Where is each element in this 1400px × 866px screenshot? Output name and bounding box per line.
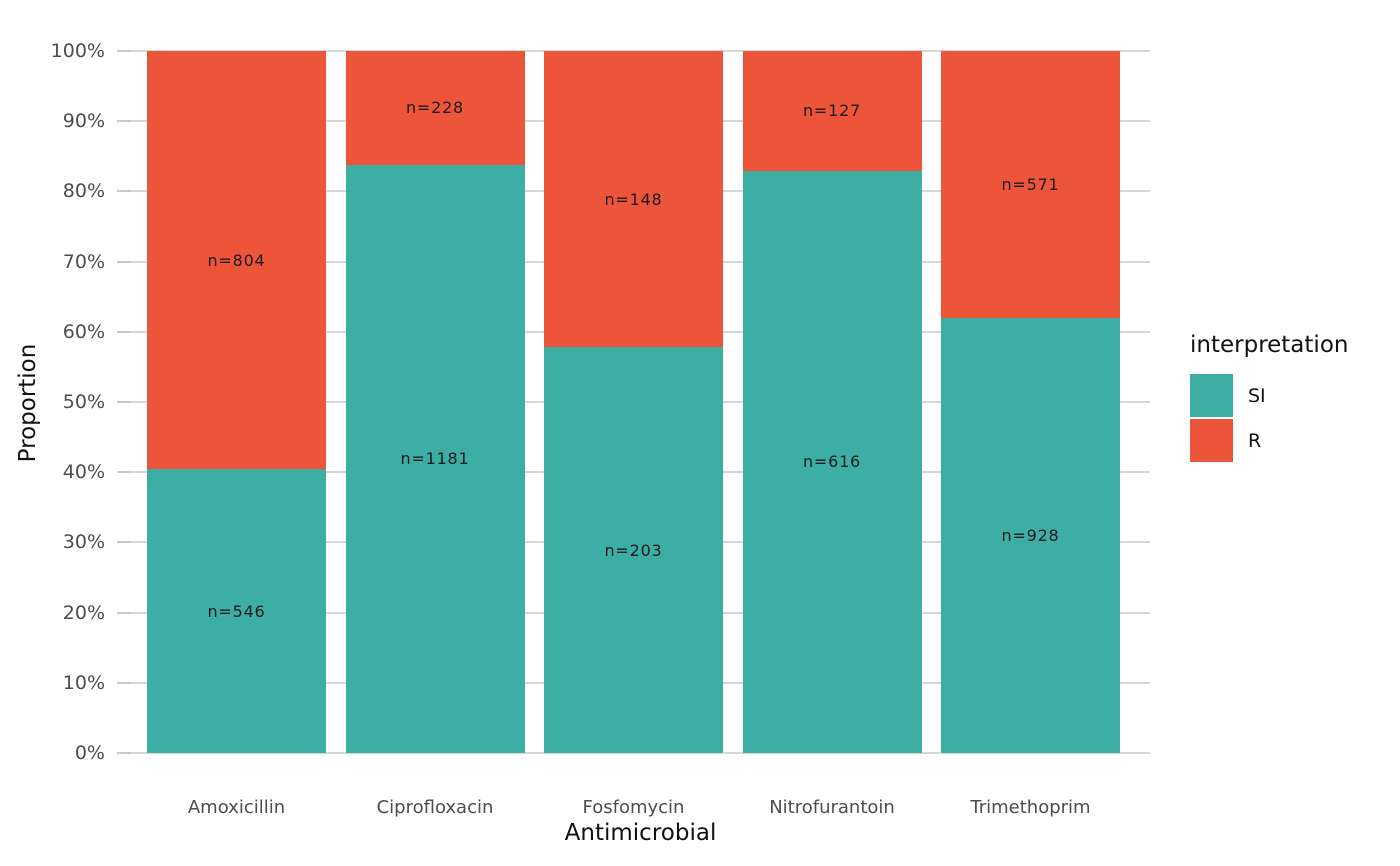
bar-label-r-fosfomycin: n=148 (604, 189, 663, 209)
legend-item-si: SI (1190, 374, 1348, 417)
bar-trimethoprim: n=571 n=928 (941, 51, 1120, 753)
y-tick-label-10-: 10% (62, 671, 105, 694)
legend-label-r: R (1248, 429, 1262, 452)
x-axis-title: Antimicrobial (564, 820, 717, 846)
bar-segment-si-trimethoprim: n=928 (941, 318, 1120, 753)
bar-label-si-nitrofurantoin: n=616 (802, 452, 862, 472)
y-tick-mark-90- (117, 120, 131, 123)
y-tick-label-20-: 20% (62, 601, 105, 624)
bar-label-r-trimethoprim: n=571 (1001, 175, 1060, 195)
y-tick-mark-10- (117, 681, 131, 684)
y-tick-mark-80- (117, 190, 131, 193)
y-tick-mark-30- (117, 541, 131, 544)
y-tick-mark-20- (117, 611, 131, 614)
legend-title: interpretation (1190, 332, 1349, 358)
y-tick-label-80-: 80% (62, 180, 105, 203)
bar-ciprofloxacin: n=228 n=1181 (345, 51, 525, 753)
bar-segment-r-nitrofurantoin: n=127 (742, 51, 922, 171)
y-tick-label-60-: 60% (62, 320, 105, 343)
legend-swatch-r (1190, 419, 1233, 462)
y-tick-mark-60- (117, 330, 131, 333)
bar-segment-r-ciprofloxacin: n=228 (345, 51, 525, 165)
bar-label-si-amoxicillin: n=546 (207, 601, 266, 621)
legend-label-si: SI (1248, 384, 1266, 407)
y-tick-label-90-: 90% (62, 110, 105, 133)
y-tick-mark-70- (117, 260, 131, 263)
bar-segment-r-trimethoprim: n=571 (941, 51, 1120, 319)
bar-label-r-amoxicillin: n=804 (207, 250, 266, 270)
x-tick-label-nitrofurantoin: Nitrofurantoin (769, 797, 895, 818)
y-tick-mark-50- (117, 401, 131, 403)
bar-label-r-ciprofloxacin: n=228 (405, 98, 465, 118)
x-tick-label-amoxicillin: Amoxicillin (187, 797, 286, 818)
y-tick-label-0-: 0% (74, 742, 105, 764)
y-tick-mark-0- (117, 752, 131, 754)
gridline-0- (131, 752, 1150, 754)
x-tick-label-ciprofloxacin: Ciprofloxacin (376, 797, 494, 818)
legend-item-r: R (1190, 419, 1348, 462)
bar-label-si-trimethoprim: n=928 (1001, 526, 1060, 546)
x-tick-label-fosfomycin: Fosfomycin (582, 797, 685, 818)
legend-swatch-si (1190, 374, 1233, 417)
bar-segment-si-ciprofloxacin: n=1181 (345, 164, 525, 753)
bar-amoxicillin: n=804 n=546 (147, 51, 326, 753)
bar-nitrofurantoin: n=127 n=616 (742, 51, 922, 753)
bar-label-si-ciprofloxacin: n=1181 (400, 449, 470, 469)
bar-segment-si-nitrofurantoin: n=616 (742, 170, 922, 753)
bar-label-r-nitrofurantoin: n=127 (802, 101, 862, 121)
bar-segment-r-amoxicillin: n=804 (147, 51, 326, 470)
bar-segment-si-fosfomycin: n=203 (544, 347, 723, 753)
y-tick-mark-40- (117, 471, 131, 474)
y-tick-label-30-: 30% (62, 531, 105, 554)
bar-segment-si-amoxicillin: n=546 (147, 469, 326, 753)
y-tick-label-50-: 50% (62, 391, 105, 413)
legend: interpretation SI R (1190, 332, 1348, 464)
x-tick-label-trimethoprim: Trimethoprim (970, 797, 1091, 818)
legend-items: SI R (1190, 374, 1348, 462)
y-axis-title: Proportion (15, 343, 41, 463)
y-tick-label-70-: 70% (62, 250, 105, 273)
bar-label-si-fosfomycin: n=203 (604, 540, 663, 560)
bar-segment-r-fosfomycin: n=148 (544, 51, 723, 347)
y-tick-label-100-: 100% (50, 40, 105, 62)
y-tick-mark-100- (117, 50, 131, 52)
bar-fosfomycin: n=148 n=203 (544, 51, 723, 753)
y-tick-label-40-: 40% (62, 461, 105, 484)
